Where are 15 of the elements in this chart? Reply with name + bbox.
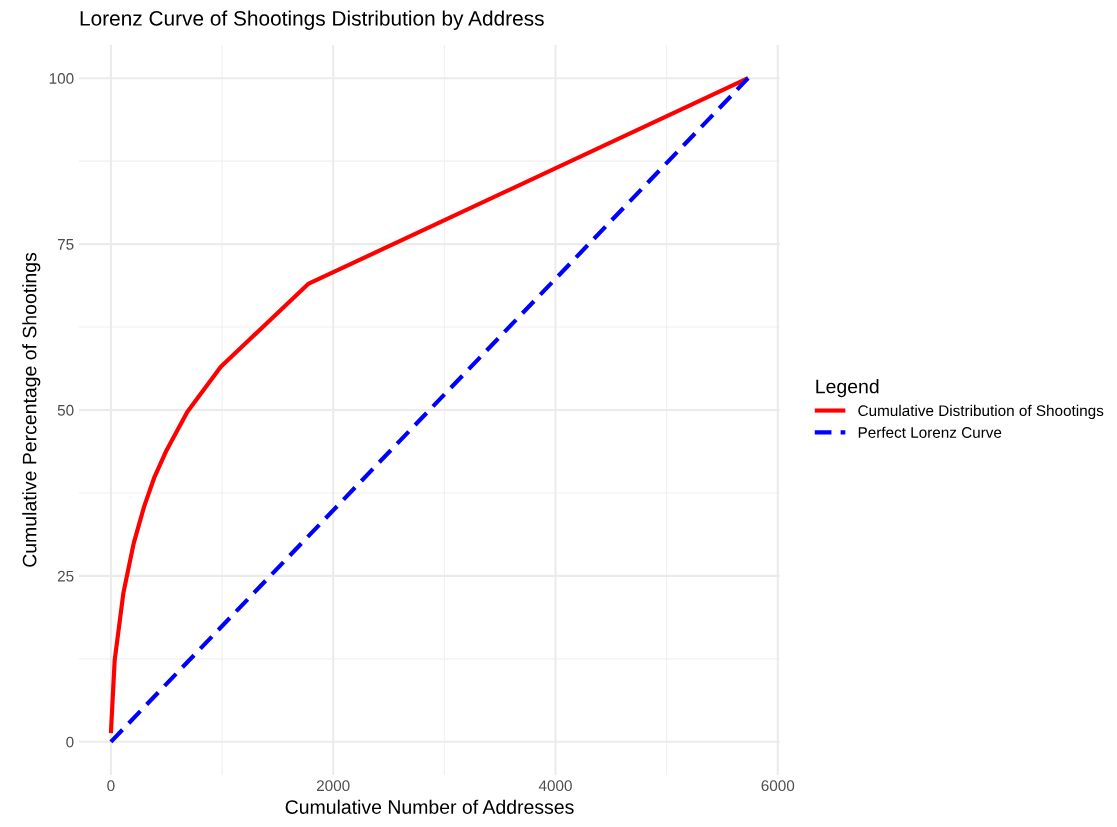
legend-label: Perfect Lorenz Curve: [858, 426, 1002, 438]
x-axis-title: Cumulative Number of Addresses: [285, 799, 574, 814]
y-axis-title: Cumulative Percentage of Shootings: [22, 252, 41, 567]
x-tick-label: 0: [107, 780, 115, 792]
y-tick-label: 100: [49, 73, 74, 84]
legend-title: Legend: [816, 379, 879, 398]
x-tick-label: 4000: [538, 780, 572, 792]
y-tick-label: 50: [57, 404, 74, 416]
x-tick-label: 6000: [761, 780, 795, 792]
y-tick-label: 0: [66, 736, 74, 748]
x-tick-label: 2000: [316, 780, 350, 792]
chart-title: Lorenz Curve of Shootings Distribution by Address: [80, 10, 544, 30]
y-tick-label: 25: [57, 570, 74, 582]
legend-label: Cumulative Distribution of Shootings: [858, 404, 1104, 420]
y-tick-label: 75: [57, 239, 74, 250]
